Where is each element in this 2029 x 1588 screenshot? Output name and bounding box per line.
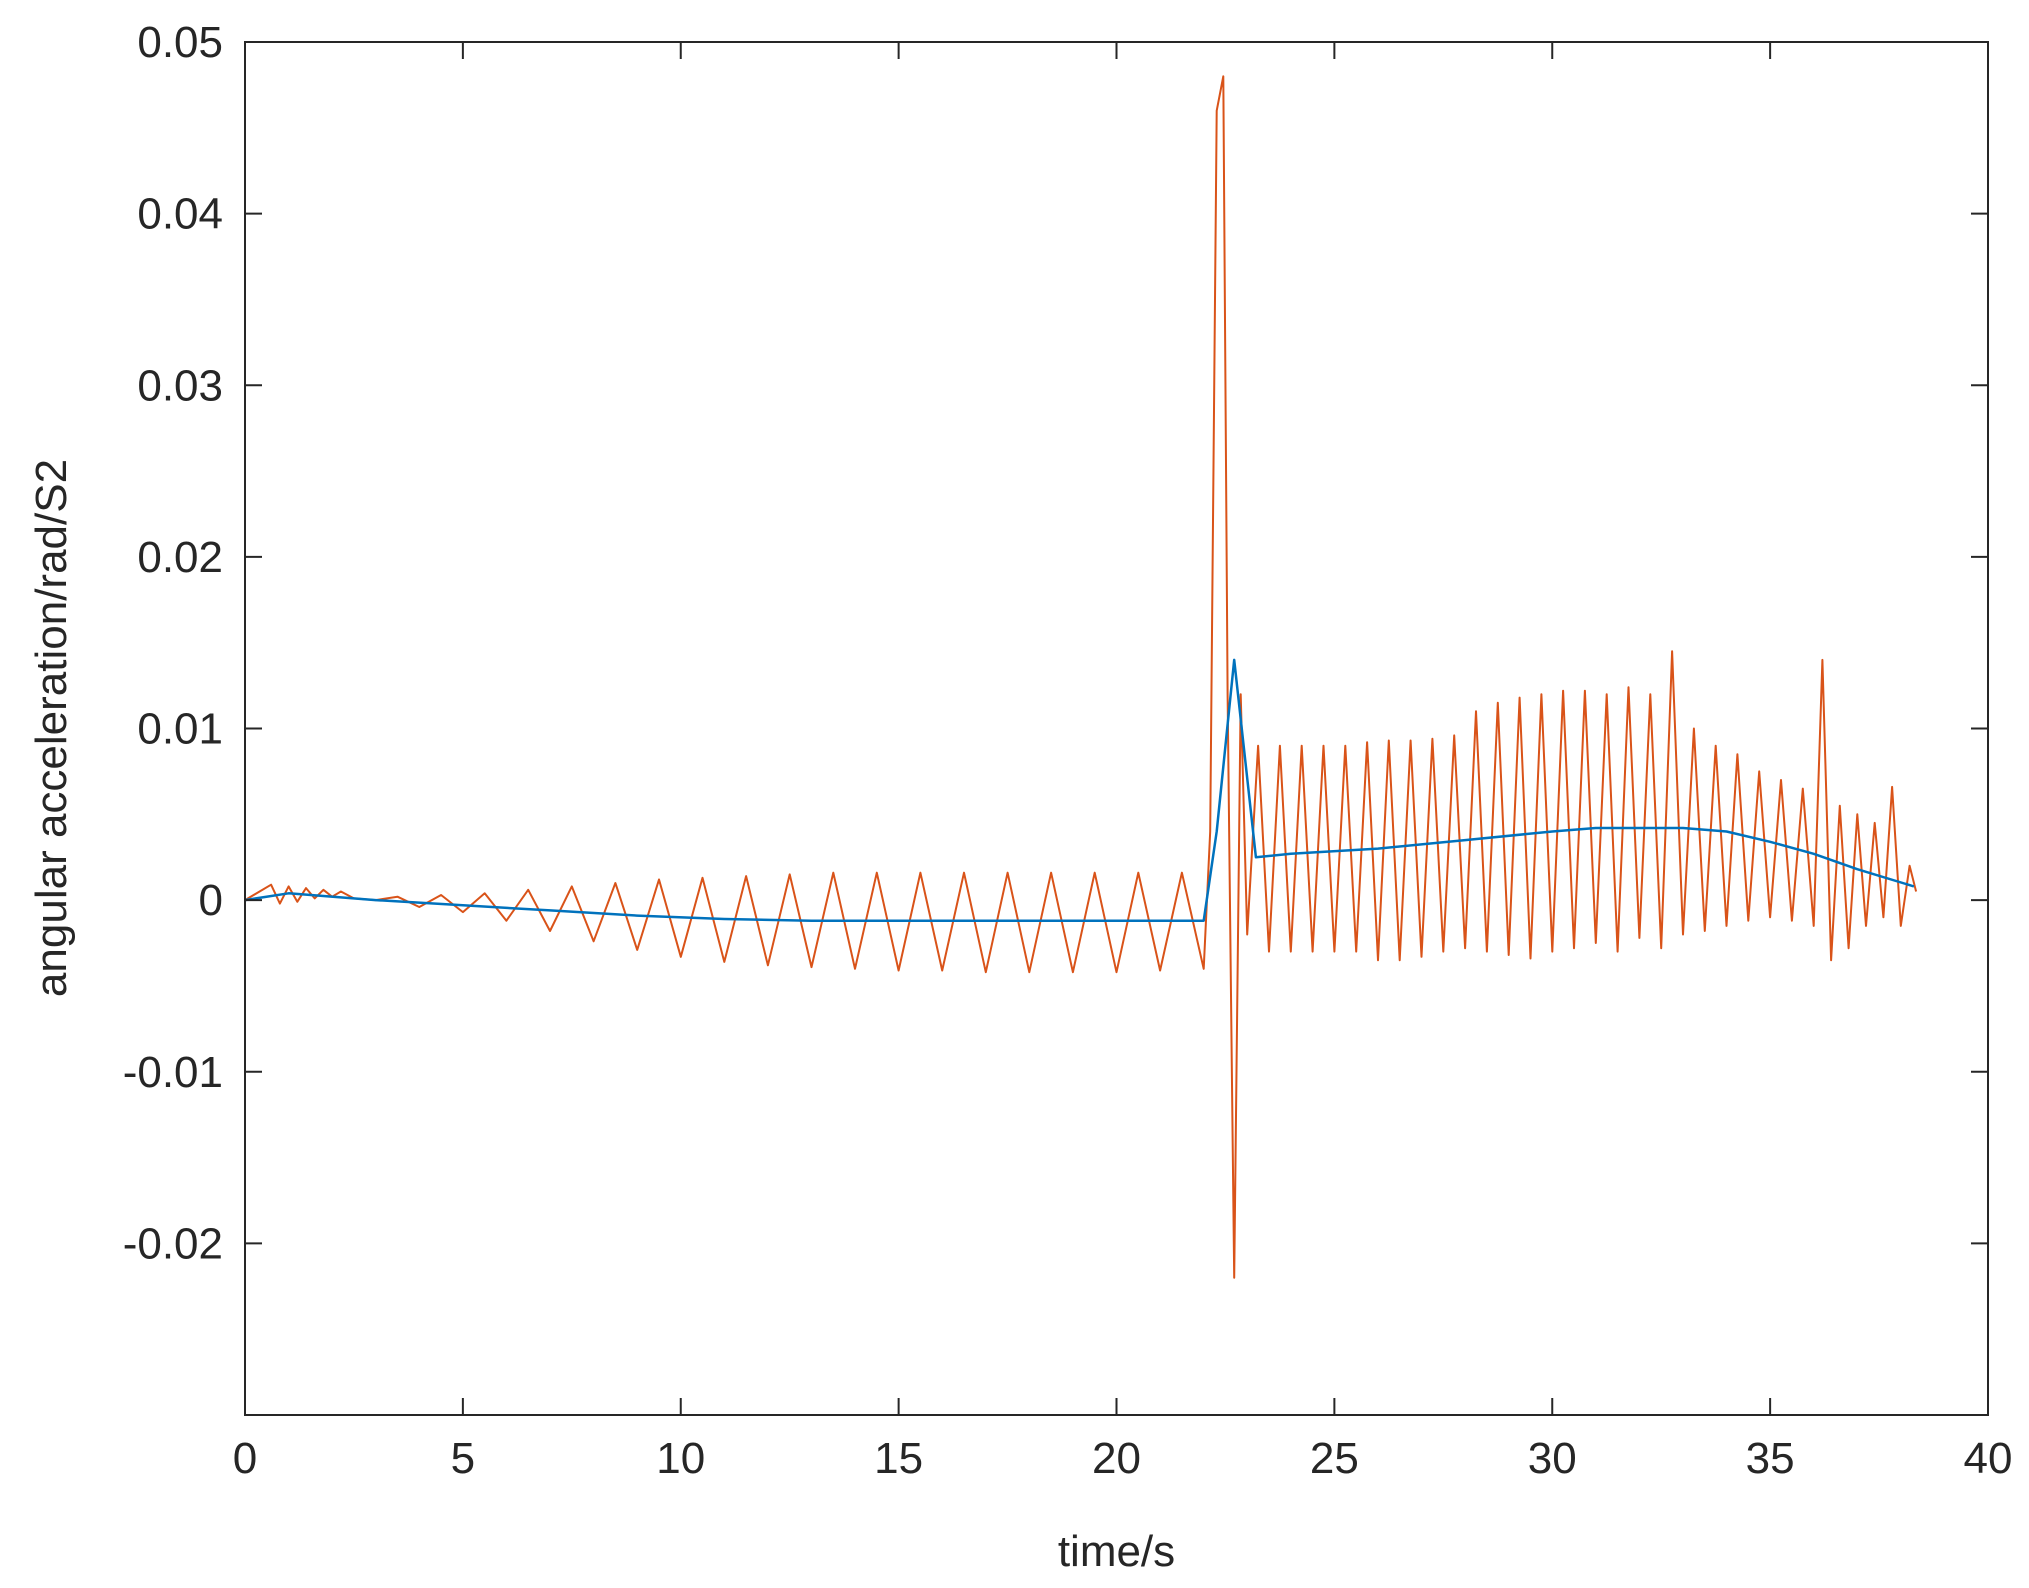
x-tick-label: 15 [874,1434,923,1483]
series-0 [244,75,1918,1279]
y-tick-label: -0.01 [123,1048,223,1097]
x-tick-label: 40 [1964,1434,2013,1483]
x-tick-label: 35 [1746,1434,1795,1483]
y-tick-label: 0.03 [137,361,223,410]
x-tick-label: 5 [451,1434,475,1483]
series-1 [244,658,1915,922]
y-tick-label: -0.02 [123,1219,223,1268]
x-axis-title: time/s [1058,1527,1175,1576]
y-tick-label: 0.02 [137,533,223,582]
y-axis-title: angular acceleration/rad/S2 [27,459,76,997]
plot-frame [244,41,1989,1416]
y-tick-label: 0 [199,876,223,925]
x-tick-label: 25 [1310,1434,1359,1483]
y-tick-label: 0.04 [137,190,223,239]
plot-background [245,42,1988,1415]
series-line-1 [244,658,1915,922]
series-layer [244,75,1918,1279]
x-tick-label: 10 [656,1434,705,1483]
y-tick-label: 0.01 [137,705,223,754]
y-tick-label: 0.05 [137,18,223,67]
x-tick-label: 0 [233,1434,257,1483]
x-tick-label: 20 [1092,1434,1141,1483]
x-tick-label: 30 [1528,1434,1577,1483]
ticks-layer: 0 5 10 15 20 25 30 35 40 -0.02 -0.01 0 0.01 0.02 0.03 0… [123,18,2013,1483]
